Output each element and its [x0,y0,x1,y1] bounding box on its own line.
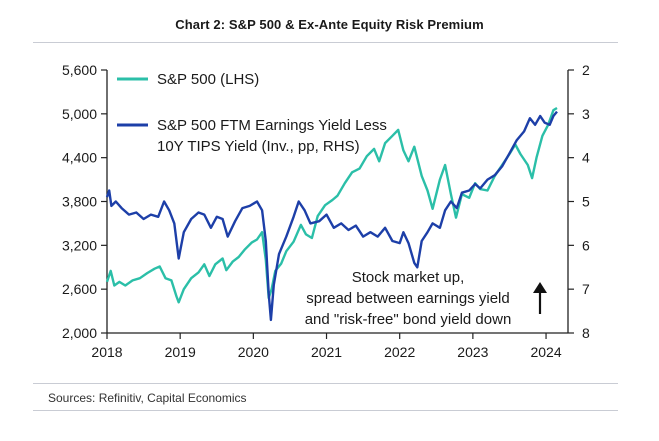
x-tick-label: 2019 [165,344,196,360]
annotation-text: Stock market up, [352,269,465,286]
right-tick-label: 7 [582,281,590,297]
source-divider [33,383,618,384]
source-note: Sources: Refinitiv, Capital Economics [48,391,247,405]
legend: S&P 500 (LHS) S&P 500 FTM Earnings Yield … [117,71,387,155]
left-tick-label: 3,200 [62,237,97,253]
annotation: Stock market up, spread between earnings … [305,269,547,328]
left-tick-label: 4,400 [62,150,97,166]
left-tick-label: 2,000 [62,325,97,341]
right-tick-label: 8 [582,325,590,341]
left-tick-label: 5,000 [62,106,97,122]
right-tick-label: 6 [582,237,590,253]
annotation-text: spread between earnings yield [306,290,509,307]
x-tick-label: 2022 [384,344,415,360]
legend-label-sp500: S&P 500 (LHS) [157,71,259,88]
right-tick-label: 3 [582,106,590,122]
legend-label-risk-premium-line2: 10Y TIPS Yield (Inv., pp, RHS) [157,138,360,155]
series-layer [105,106,558,322]
x-tick-label: 2020 [238,344,269,360]
left-tick-label: 5,600 [62,62,97,78]
x-tick-label: 2021 [311,344,342,360]
left-tick-label: 3,800 [62,194,97,210]
x-tick-label: 2024 [530,344,561,360]
right-tick-label: 2 [582,62,590,78]
annotation-text: and "risk-free" bond yield down [305,311,512,328]
equity-risk-premium-series-line [105,110,558,322]
bottom-divider [33,410,618,411]
right-axis: 2 3 4 5 6 7 8 [568,62,590,341]
top-divider [33,42,618,43]
x-tick-label: 2023 [457,344,488,360]
left-axis: 2,000 2,600 3,200 3,800 4,400 5,000 5,600 [62,62,107,341]
x-tick-label: 2018 [91,344,122,360]
right-tick-label: 5 [582,194,590,210]
sp500-series-line [105,106,558,304]
x-axis: 2018 2019 2020 2021 2022 2023 2024 [91,333,562,360]
left-tick-label: 2,600 [62,281,97,297]
chart-title: Chart 2: S&P 500 & Ex-Ante Equity Risk P… [175,17,484,32]
legend-label-risk-premium-line1: S&P 500 FTM Earnings Yield Less [157,117,387,134]
right-tick-label: 4 [582,150,590,166]
annotation-arrow-head [533,282,547,293]
